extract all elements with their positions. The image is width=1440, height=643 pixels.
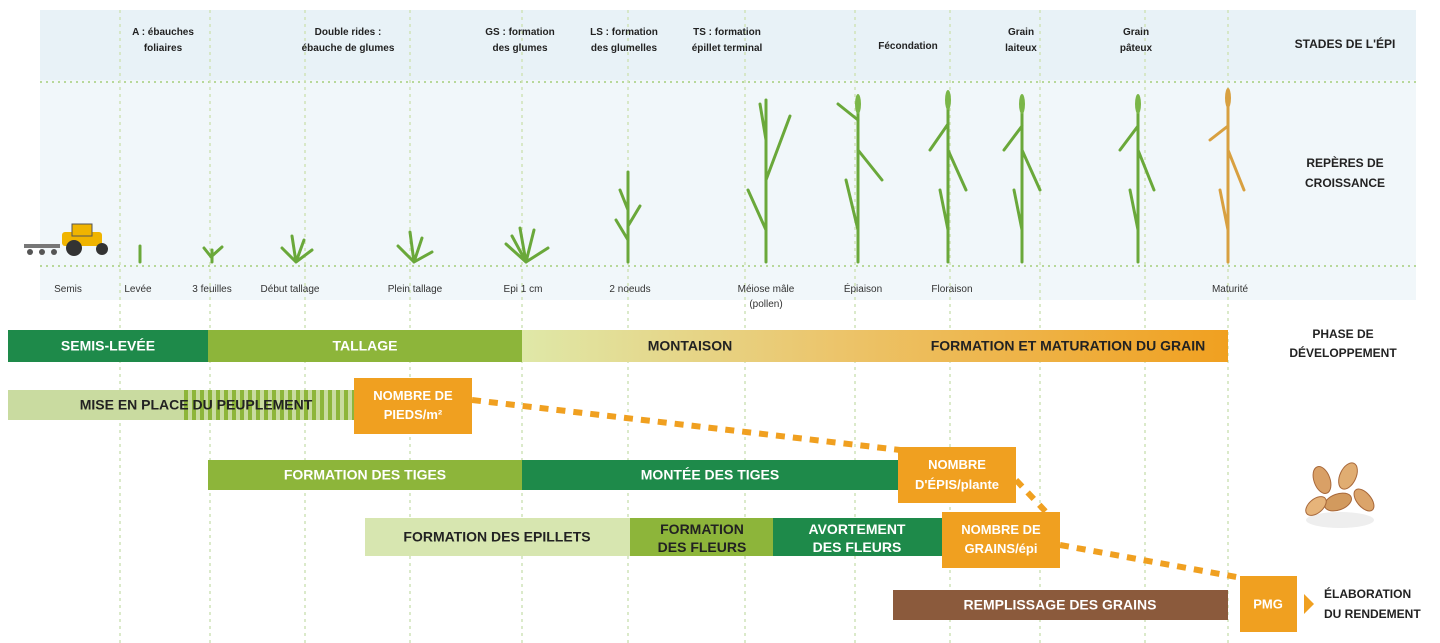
text-line: Epi 1 cm <box>504 284 543 295</box>
text-line: DES FLEURS <box>658 539 747 555</box>
yield-label: REMPLISSAGE DES GRAINS <box>964 597 1157 613</box>
component-box <box>354 378 472 434</box>
text-line: épillet terminal <box>692 43 763 54</box>
text-line: 2 noeuds <box>609 284 650 295</box>
text-line: NOMBRE DE <box>961 522 1041 537</box>
text-line: Plein tallage <box>388 284 443 295</box>
text-line: ÉLABORATION <box>1324 586 1411 601</box>
growth-marker: Épiaison <box>844 282 882 295</box>
text-line: (pollen) <box>749 299 782 310</box>
text-line: DU RENDEMENT <box>1324 607 1421 621</box>
text-line: foliaires <box>144 43 183 54</box>
dashed-arrow <box>1016 480 1046 512</box>
text-line: Levée <box>124 284 152 295</box>
text-line: des glumes <box>492 43 547 54</box>
text-line: Fécondation <box>878 41 937 52</box>
text-line: REPÈRES DE <box>1306 155 1383 170</box>
growth-marker: Floraison <box>931 284 972 295</box>
text-line: Grain <box>1123 27 1149 38</box>
text-line: Épiaison <box>844 282 882 295</box>
growth-marker: Epi 1 cm <box>504 284 543 295</box>
text-line: GS : formation <box>485 27 554 38</box>
component-label: PMG <box>1253 596 1283 611</box>
text-line: Double rides : <box>315 27 382 38</box>
growth-marker: 2 noeuds <box>609 284 650 295</box>
dashed-arrow <box>1060 545 1242 578</box>
dashed-arrow <box>472 400 900 450</box>
yield-label: MISE EN PLACE DU PEUPLEMENT <box>80 397 313 413</box>
text-line: DÉVELOPPEMENT <box>1289 345 1397 360</box>
text-line: PIEDS/m² <box>384 407 443 422</box>
text-line: DES FLEURS <box>813 539 902 555</box>
row-label: STADES DE L'ÉPI <box>1295 36 1396 51</box>
text-line: Floraison <box>931 284 972 295</box>
growth-marker: Semis <box>54 284 82 295</box>
phase-label: FORMATION ET MATURATION DU GRAIN <box>931 338 1206 354</box>
phase-label: TALLAGE <box>332 338 397 354</box>
growth-marker: Maturité <box>1212 284 1249 295</box>
text-line: GRAINS/épi <box>965 541 1038 556</box>
component-box <box>942 512 1060 568</box>
text-line: laiteux <box>1005 43 1037 54</box>
yield-label: FORMATION DES EPILLETS <box>403 529 590 545</box>
text-line: Grain <box>1008 27 1034 38</box>
text-line: FORMATION <box>660 521 744 537</box>
row-label: PHASE DE DÉVELOPPEMENT <box>1289 327 1397 360</box>
row-label: ÉLABORATION DU RENDEMENT <box>1324 586 1421 621</box>
text-line: ébauche de glumes <box>302 43 395 54</box>
growth-marker: Début tallage <box>261 284 320 295</box>
growth-marker: Levée <box>124 284 152 295</box>
text-line: des glumelles <box>591 43 658 54</box>
text-line: LS : formation <box>590 27 658 38</box>
text-line: TS : formation <box>693 27 761 38</box>
text-line: 3 feuilles <box>192 284 231 295</box>
text-line: pâteux <box>1120 43 1153 54</box>
growth-marker: Plein tallage <box>388 284 443 295</box>
text-line: Maturité <box>1212 284 1249 295</box>
text-line: Début tallage <box>261 284 320 295</box>
page: { "rows": { "stades": ["STADES DE L'ÉPI"… <box>0 0 1440 643</box>
phase-label: SEMIS-LEVÉE <box>61 338 155 354</box>
arrow-head <box>1304 594 1314 614</box>
growth-marker: 3 feuilles <box>192 284 231 295</box>
text-line: NOMBRE <box>928 457 986 472</box>
yield-label: MONTÉE DES TIGES <box>641 467 779 483</box>
grains-icon <box>1302 460 1377 528</box>
text-line: PHASE DE <box>1312 327 1373 341</box>
text-line: A : ébauches <box>132 27 194 38</box>
text-line: Semis <box>54 284 82 295</box>
yield-label: FORMATION DES TIGES <box>284 467 446 483</box>
text-line: STADES DE L'ÉPI <box>1295 36 1396 51</box>
text-line: D'ÉPIS/plante <box>915 477 999 492</box>
component-box <box>898 447 1016 503</box>
text-line: NOMBRE DE <box>373 388 453 403</box>
text-line: CROISSANCE <box>1305 176 1385 190</box>
stage-label: Fécondation <box>878 41 937 52</box>
text-line: AVORTEMENT <box>809 521 906 537</box>
phase-label: MONTAISON <box>648 338 733 354</box>
text-line: Méiose mâle <box>738 284 795 295</box>
diagram: A : ébauches foliaires Double rides : ébau… <box>0 0 1440 643</box>
